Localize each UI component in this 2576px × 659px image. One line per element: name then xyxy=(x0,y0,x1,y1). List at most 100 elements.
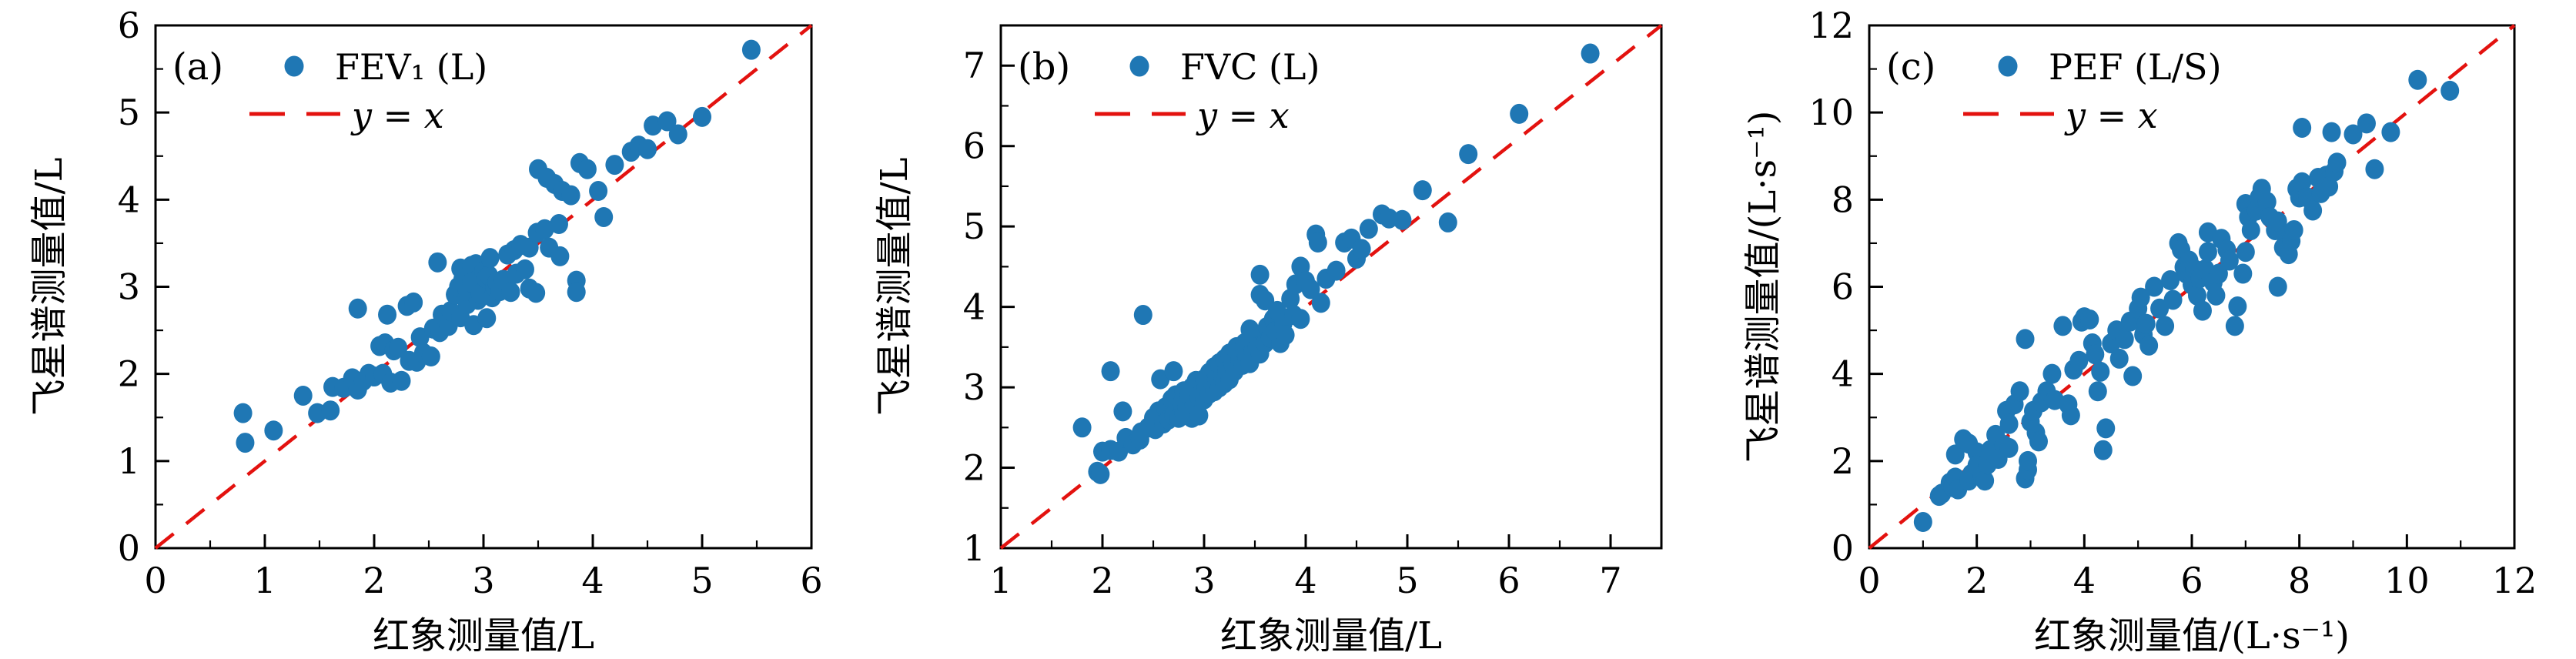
x-axis-title: 红象测量值/L xyxy=(1220,614,1442,657)
scatter-point xyxy=(561,185,580,206)
scatter-point xyxy=(2136,313,2156,334)
scatter-point xyxy=(2293,172,2312,192)
panel-label: (a) xyxy=(172,45,223,89)
x-tick-label: 12 xyxy=(2492,560,2538,601)
scatter-series xyxy=(1072,43,1600,484)
scatter-point xyxy=(1276,325,1295,346)
scatter-point xyxy=(1101,361,1120,382)
scatter-point xyxy=(1913,512,1932,533)
scatter-point xyxy=(668,124,687,145)
y-tick-label: 1 xyxy=(963,527,985,569)
scatter-point xyxy=(644,115,663,136)
scatter-series xyxy=(1913,69,2460,533)
scatter-point xyxy=(2029,431,2048,452)
scatter-point xyxy=(2257,192,2277,212)
scatter-point xyxy=(2150,298,2170,319)
panel-label: (b) xyxy=(1018,45,1070,89)
scatter-point xyxy=(1326,260,1346,281)
scatter-point xyxy=(1250,264,1270,285)
x-tick-label: 4 xyxy=(581,560,604,601)
scatter-point xyxy=(567,282,586,303)
x-tick-label: 6 xyxy=(1497,560,1520,601)
scatter-point xyxy=(1581,43,1600,64)
scatter-point xyxy=(693,106,711,127)
scatter-point xyxy=(2206,285,2226,306)
scatter-point xyxy=(2139,335,2159,356)
identity-line xyxy=(999,24,1663,550)
scatter-point xyxy=(2365,159,2384,179)
scatter-point xyxy=(1359,219,1378,239)
y-tick-label: 7 xyxy=(963,45,985,86)
scatter-point xyxy=(2156,316,2175,336)
legend-series-label: FEV₁ (L) xyxy=(335,46,487,88)
legend-series-label: PEF (L/S) xyxy=(2049,46,2222,88)
scatter-point xyxy=(1164,361,1183,382)
scatter-point xyxy=(1413,180,1432,201)
x-tick-label: 0 xyxy=(144,560,166,601)
scatter-point xyxy=(2209,263,2228,284)
scatter-point xyxy=(1311,293,1330,313)
x-tick-label: 6 xyxy=(2180,560,2203,601)
scatter-point xyxy=(594,206,614,227)
identity-line xyxy=(154,24,813,550)
scatter-point xyxy=(2061,405,2080,426)
scatter-point xyxy=(1308,232,1327,253)
scatter-point xyxy=(657,111,677,132)
scatter-point xyxy=(2198,242,2217,263)
x-tick-label: 2 xyxy=(363,560,385,601)
scatter-point xyxy=(378,304,397,325)
x-axis-title: 红象测量值/L xyxy=(373,614,594,657)
scatter-point xyxy=(2327,152,2347,173)
y-tick-label: 2 xyxy=(118,353,140,395)
scatter-point xyxy=(2161,270,2180,291)
x-tick-label: 1 xyxy=(989,560,1012,601)
scatter-point xyxy=(2042,363,2062,384)
scatter-point xyxy=(1393,209,1412,230)
scatter-point xyxy=(2016,329,2035,350)
scatter-point xyxy=(2187,285,2206,306)
scatter-point xyxy=(2163,289,2183,310)
y-tick-label: 6 xyxy=(1832,266,1854,308)
scatter-point xyxy=(2228,296,2247,316)
scatter-point xyxy=(638,139,657,159)
scatter-point xyxy=(1291,309,1310,330)
scatter-point xyxy=(1189,405,1209,426)
scatter-point xyxy=(389,337,408,358)
scatter-point xyxy=(2320,176,2339,197)
panel-c: 0 2 4 6 8 10 12 0 2 4 6 8 10 12 红象测量值/(L·s⁻¹) 飞星谱测量值/(L… xyxy=(1741,5,2537,657)
scatter-point xyxy=(2441,80,2460,101)
scatter-point xyxy=(2268,276,2287,297)
x-tick-label: 2 xyxy=(1091,560,1113,601)
scatter-point xyxy=(2193,300,2212,321)
legend-series-label: FVC (L) xyxy=(1180,46,1320,88)
scatter-point xyxy=(2322,122,2341,142)
y-axis-title: 飞星谱测量值/L xyxy=(28,157,71,416)
scatter-point xyxy=(264,420,283,441)
scatter-point xyxy=(1091,463,1110,484)
scatter-point xyxy=(577,159,597,179)
scatter-point xyxy=(1945,444,1965,465)
scatter-point xyxy=(2019,450,2038,471)
x-tick-label: 5 xyxy=(1396,560,1418,601)
panel-label: (c) xyxy=(1886,45,1935,89)
y-tick-label: 6 xyxy=(118,5,140,46)
scatter-point xyxy=(2225,316,2244,336)
scatter-point xyxy=(2080,309,2099,330)
scatter-point xyxy=(1072,417,1092,438)
y-tick-label: 3 xyxy=(963,366,985,408)
scatter-point xyxy=(404,292,423,313)
scatter-point xyxy=(589,181,608,202)
scatter-point xyxy=(1975,470,1995,491)
x-tick-label: 7 xyxy=(1599,560,1621,601)
scatter-point xyxy=(2088,381,2107,402)
x-tick-label: 0 xyxy=(1858,560,1880,601)
scatter-point xyxy=(2293,117,2312,138)
scatter-point xyxy=(2123,366,2143,386)
x-tick-label: 4 xyxy=(1294,560,1316,601)
scatter-point xyxy=(392,370,411,391)
scatter-point xyxy=(2343,124,2363,145)
scatter-point xyxy=(2357,113,2376,134)
scatter-point xyxy=(2053,316,2073,336)
scatter-point xyxy=(348,298,367,319)
